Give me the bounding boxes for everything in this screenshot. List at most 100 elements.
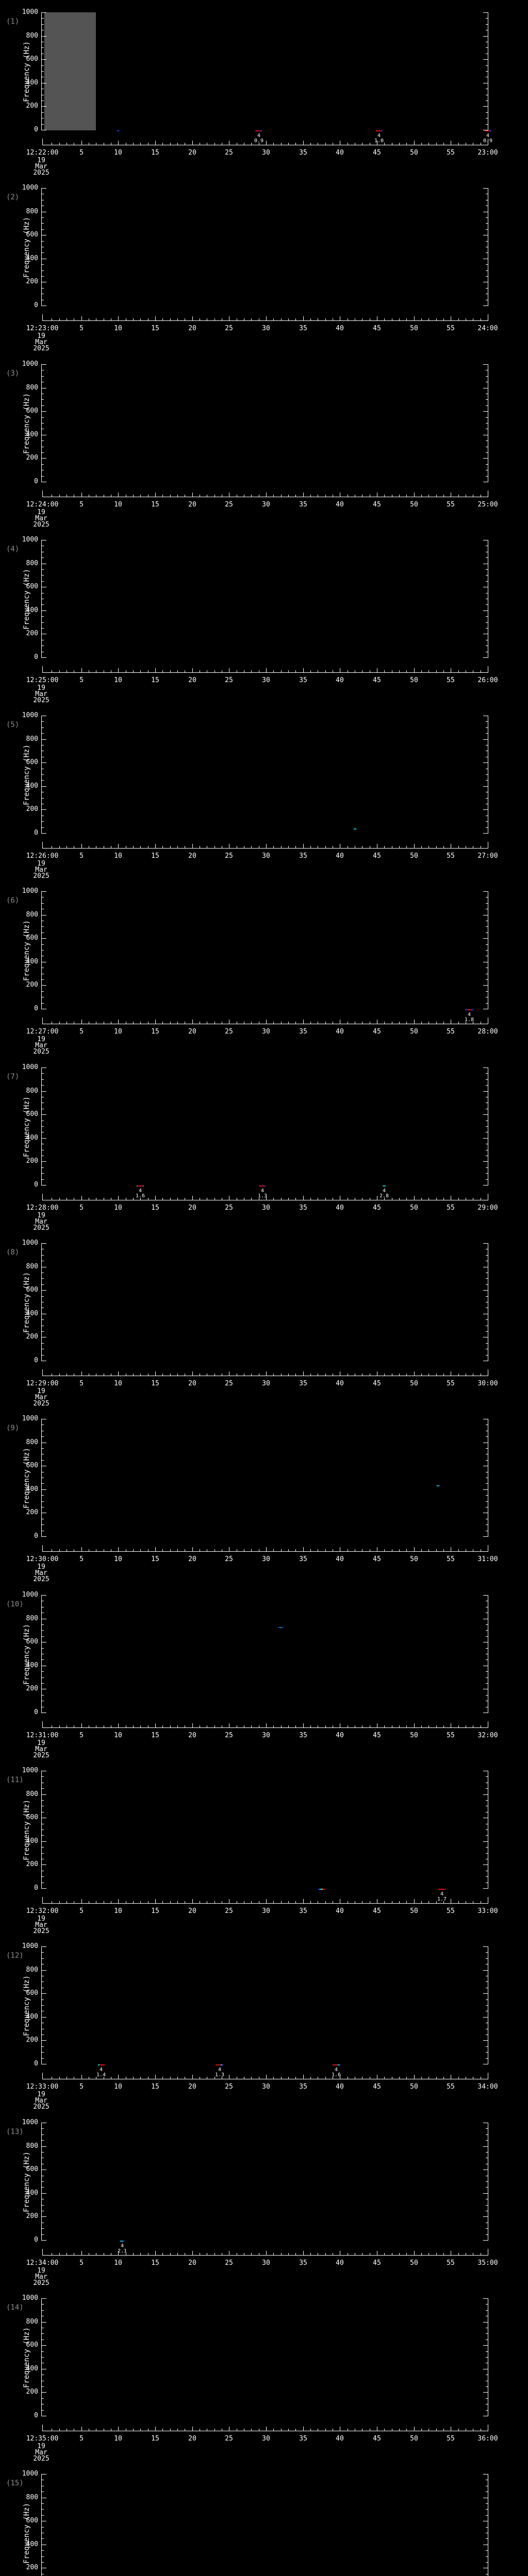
y-tick (42, 188, 46, 189)
event-marker-segment (281, 1627, 283, 1628)
y-tick (42, 405, 44, 406)
x-tick-label: 45 (373, 2435, 381, 2443)
y-tick (486, 604, 488, 605)
y-axis-title: Frequency (Hz) (23, 744, 31, 806)
x-tick (273, 670, 274, 672)
y-tick (42, 569, 44, 570)
x-tick-label: 15 (151, 1204, 159, 1212)
x-tick (214, 670, 215, 672)
x-axis-end-stub (42, 314, 43, 321)
y-tick (486, 112, 488, 113)
y-tick (42, 1179, 44, 1180)
y-tick (42, 1296, 44, 1297)
y-tick (486, 464, 488, 465)
x-tick (59, 1374, 60, 1376)
end-time-label: 26:00 (477, 676, 498, 684)
x-tick (303, 844, 304, 848)
x-tick (303, 1020, 304, 1024)
y-tick (42, 376, 44, 377)
y-tick (42, 476, 44, 477)
x-tick (266, 668, 267, 672)
y-tick-label: 1000 (22, 2119, 38, 2126)
y-tick (486, 1800, 488, 1801)
y-tick (42, 774, 44, 775)
y-tick-label: 1000 (22, 8, 38, 16)
x-tick-label: 20 (188, 2435, 196, 2443)
y-tick-label: 0 (34, 478, 38, 485)
event-marker (216, 2064, 223, 2065)
x-tick-label: 35 (299, 2259, 307, 2267)
start-time-label: 12:31:00 (26, 1732, 59, 1739)
y-tick (486, 1999, 488, 2000)
y-tick (486, 376, 488, 377)
y-tick-label: 600 (26, 231, 38, 239)
x-tick-label: 50 (410, 2083, 418, 2091)
x-tick-label: 15 (151, 1732, 159, 1739)
y-tick (486, 1278, 488, 1279)
x-tick-label: 50 (410, 1732, 418, 1739)
x-tick (281, 846, 282, 848)
x-tick (414, 1723, 415, 1727)
x-axis (42, 848, 488, 849)
y-tick (483, 2392, 488, 2393)
x-tick (266, 1371, 267, 1376)
y-tick (42, 1167, 44, 1168)
x-tick (251, 1725, 252, 1727)
y-tick (42, 252, 44, 253)
date-label: 2025 (33, 521, 50, 529)
y-tick (486, 2503, 488, 2504)
x-tick (162, 318, 163, 320)
x-tick-label: 25 (225, 1732, 233, 1739)
x-tick-label: 5 (79, 501, 84, 509)
x-tick-label: 10 (114, 1028, 122, 1036)
x-tick-label: 30 (262, 2083, 270, 2091)
x-tick-label: 40 (336, 501, 344, 509)
y-tick (486, 1085, 488, 1086)
x-tick (177, 143, 178, 145)
y-tick (486, 827, 488, 828)
date-label: 19 (37, 1563, 45, 1571)
y-tick (42, 2538, 44, 2539)
x-tick-label: 45 (373, 149, 381, 157)
y-tick (42, 944, 44, 945)
x-tick (170, 2429, 171, 2431)
x-axis-end-stub (42, 139, 43, 145)
left-axis (41, 1771, 42, 1889)
x-tick (155, 668, 156, 672)
y-tick-label: 800 (26, 208, 38, 215)
x-axis (42, 672, 488, 673)
x-tick (384, 1198, 385, 1200)
left-axis (41, 1946, 42, 2064)
x-tick (59, 2253, 60, 2255)
y-tick (42, 1630, 44, 1631)
x-tick (428, 495, 429, 497)
x-tick (273, 1374, 274, 1376)
panel-index-label: (10) (6, 1600, 24, 1608)
y-tick (486, 24, 488, 25)
event-marker (259, 1185, 266, 1187)
y-tick (42, 2152, 44, 2153)
x-tick (325, 2077, 326, 2079)
x-tick (162, 1198, 163, 1200)
x-tick-label: 55 (447, 501, 455, 509)
y-axis-title: Frequency (Hz) (23, 1975, 31, 2037)
x-tick-label: 30 (262, 1732, 270, 1739)
y-tick (486, 2187, 488, 2188)
y-tick-label: 1000 (22, 1942, 38, 1950)
y-tick (42, 2052, 44, 2053)
event-marker (438, 1889, 446, 1890)
x-tick-label: 20 (188, 149, 196, 157)
y-tick-label: 200 (26, 2212, 38, 2220)
y-tick (42, 417, 44, 418)
x-tick (325, 1901, 326, 1903)
y-tick-label: 600 (26, 1110, 38, 1118)
event-marker-segment (138, 1185, 143, 1187)
x-tick (428, 2077, 429, 2079)
x-tick (303, 2075, 304, 2079)
x-tick-label: 25 (225, 1555, 233, 1563)
y-tick (42, 2234, 44, 2235)
date-label: 2025 (33, 1048, 50, 1056)
x-tick (266, 2427, 267, 2431)
end-time-label: 36:00 (477, 2435, 498, 2443)
x-tick-label: 55 (447, 852, 455, 860)
